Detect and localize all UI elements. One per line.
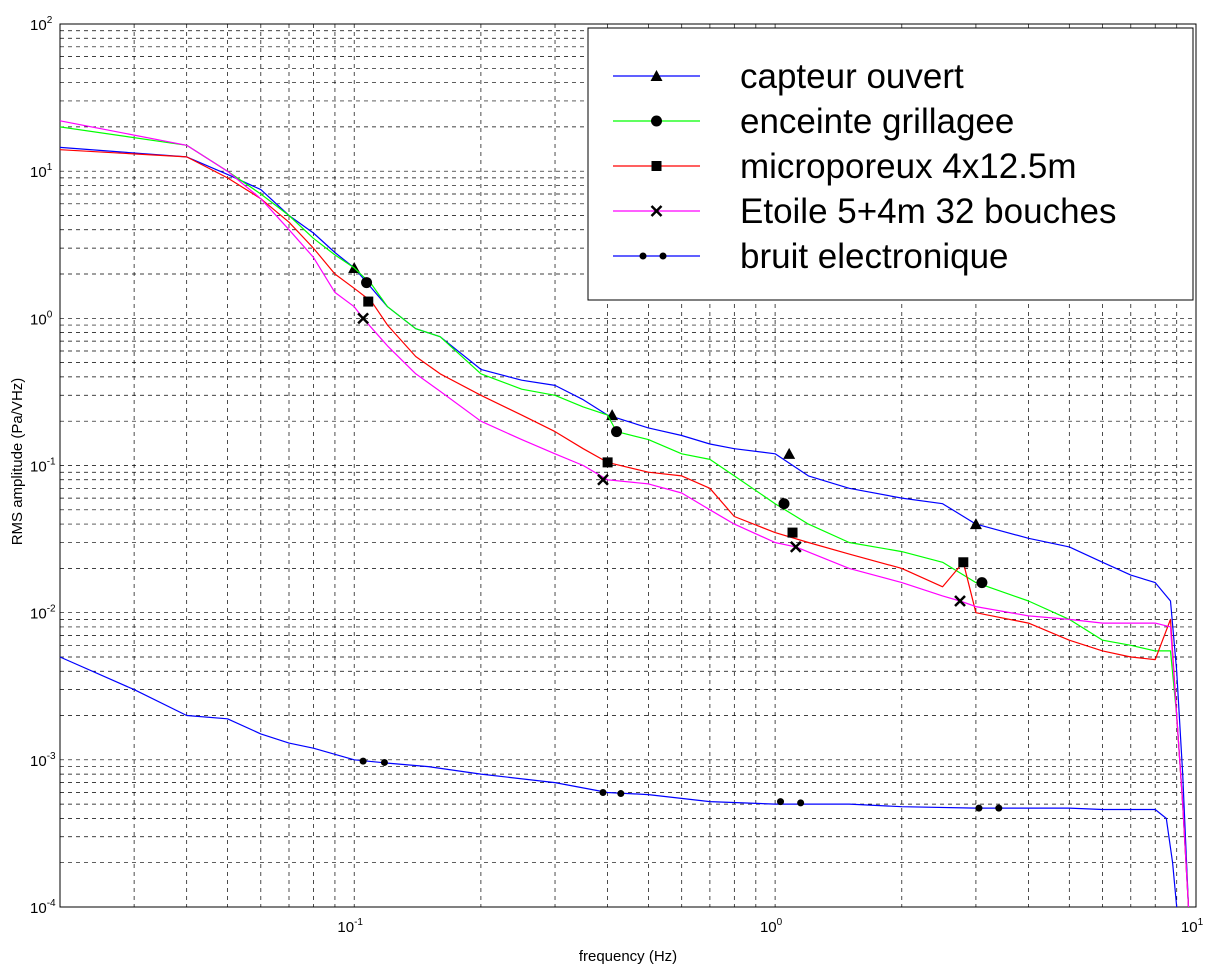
marker-stroke xyxy=(954,595,966,607)
y-tick-label: 10-2 xyxy=(30,604,56,623)
series-marker xyxy=(789,540,802,553)
legend-label: Etoile 5+4m 32 bouches xyxy=(740,192,1117,231)
series-line xyxy=(59,120,1190,908)
y-axis-label: RMS amplitude (Pa/VHz) xyxy=(9,378,26,546)
series-line xyxy=(59,126,1190,908)
series-marker xyxy=(361,277,373,289)
series-marker xyxy=(787,527,798,538)
series-marker xyxy=(380,758,388,766)
x-axis-label: frequency (Hz) xyxy=(579,948,677,965)
series-line xyxy=(59,149,1190,908)
series-line xyxy=(59,146,1190,908)
legend: capteur ouvert enceinte grillagee micropor… xyxy=(587,27,1194,301)
series-marker xyxy=(611,426,623,438)
series-marker xyxy=(954,595,966,607)
series-layer xyxy=(59,120,1190,908)
x-tick-label: 101 xyxy=(1181,917,1204,936)
marker-stroke xyxy=(597,473,609,486)
legend-marker xyxy=(651,115,662,127)
legend-marker xyxy=(650,205,663,217)
legend-box xyxy=(587,27,1194,301)
series-marker xyxy=(778,498,790,510)
y-tick-label: 100 xyxy=(30,309,53,328)
series-marker xyxy=(975,804,983,812)
series-marker xyxy=(969,518,982,530)
y-tick-label: 10-1 xyxy=(30,457,56,476)
series-5 xyxy=(59,656,1178,908)
series-marker xyxy=(357,312,369,325)
legend-label: capteur ouvert xyxy=(740,57,964,96)
y-tick-label: 101 xyxy=(30,162,53,181)
series-2 xyxy=(59,126,1190,908)
legend-marker xyxy=(639,252,647,260)
series-marker xyxy=(958,557,969,568)
legend-label: microporeux 4x12.5m xyxy=(740,147,1077,186)
legend-label: enceinte grillagee xyxy=(740,102,1014,141)
series-3 xyxy=(59,149,1190,908)
tick-labels: 10-1 100 101 10-4 10-3 10-2 10-1 100 101 102 xyxy=(30,15,1204,936)
series-marker xyxy=(617,790,625,798)
y-tick-label: 102 xyxy=(30,15,53,34)
series-marker xyxy=(602,457,613,468)
x-tick-label: 10-1 xyxy=(337,917,363,936)
marker-stroke xyxy=(650,205,663,217)
marker-stroke xyxy=(357,312,369,325)
series-marker xyxy=(363,296,374,307)
marker-stroke xyxy=(789,540,802,553)
legend-marker xyxy=(650,70,663,81)
series-marker xyxy=(783,447,796,459)
series-marker xyxy=(976,577,988,589)
y-tick-label: 10-4 xyxy=(30,898,56,917)
legend-marker xyxy=(659,252,667,260)
legend-label: bruit electronique xyxy=(740,237,1009,276)
series-marker xyxy=(597,473,609,486)
x-tick-label: 100 xyxy=(760,917,783,936)
series-marker xyxy=(359,757,367,765)
axes-frame xyxy=(59,23,1197,908)
series-marker xyxy=(995,804,1003,812)
y-tick-label: 10-3 xyxy=(30,751,56,770)
series-4 xyxy=(59,120,1190,908)
series-marker xyxy=(599,788,607,796)
series-line xyxy=(59,656,1178,908)
legend-marker xyxy=(651,161,662,171)
series-marker xyxy=(777,798,785,806)
series-marker xyxy=(797,799,805,807)
